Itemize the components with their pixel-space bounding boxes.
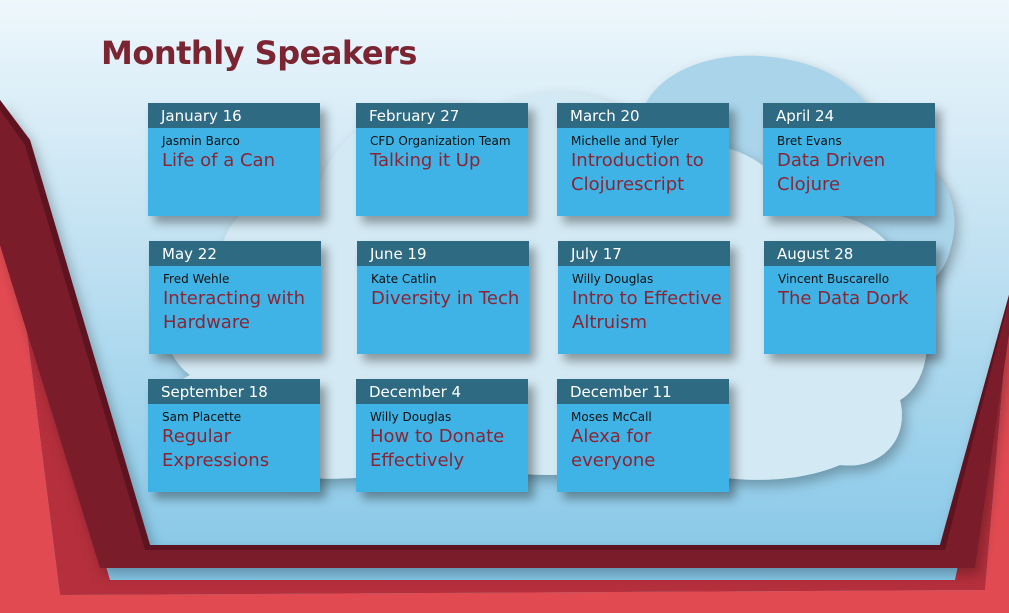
card-speaker: CFD Organization Team [370,134,511,148]
main-cloud [160,92,927,480]
card-topic: Regular Expressions [162,426,270,471]
card-date: September 18 [148,379,320,404]
card-topic: Intro to Effective Altruism [572,288,722,333]
speaker-card: January 16 Jasmin Barco Life of a Can [148,103,320,216]
card-speaker: Jasmin Barco [162,134,240,148]
card-topic: How to Donate Effectively [370,426,505,471]
card-topic: Diversity in Tech [371,288,520,309]
page-title: Monthly Speakers [101,34,417,72]
card-date: May 22 [149,241,321,266]
card-date: January 16 [148,103,320,128]
speaker-card: April 24 Bret Evans Data Driven Clojure [763,103,935,216]
speaker-card: May 22 Fred Wehle Interacting with Hardw… [149,241,321,354]
speaker-card: February 27 CFD Organization Team Talkin… [356,103,528,216]
card-topic: Interacting with Hardware [163,288,305,333]
card-date: June 19 [357,241,529,266]
speaker-card: December 11 Moses McCall Alexa for every… [557,379,729,492]
card-topic: The Data Dork [778,288,909,309]
card-speaker: Bret Evans [777,134,842,148]
card-speaker: Sam Placette [162,410,242,424]
card-date: February 27 [356,103,528,128]
card-date: April 24 [763,103,935,128]
speaker-card: September 18 Sam Placette Regular Expres… [148,379,320,492]
speaker-card: June 19 Kate Catlin Diversity in Tech [357,241,529,354]
card-date: December 4 [356,379,528,404]
speaker-card: December 4 Willy Douglas How to Donate E… [356,379,528,492]
card-speaker: Moses McCall [571,410,652,424]
card-speaker: Vincent Buscarello [778,272,890,286]
card-speaker: Michelle and Tyler [571,134,679,148]
card-date: March 20 [557,103,729,128]
card-speaker: Willy Douglas [572,272,654,286]
card-speaker: Kate Catlin [371,272,437,286]
card-date: July 17 [558,241,730,266]
card-topic: Talking it Up [370,150,481,171]
card-date: August 28 [764,241,936,266]
card-topic: Life of a Can [162,150,275,171]
card-topic: Introduction to Clojurescript [571,150,704,195]
card-topic: Alexa for everyone [571,426,656,471]
card-topic: Data Driven Clojure [777,150,886,195]
speaker-card: March 20 Michelle and Tyler Introduction… [557,103,729,216]
card-date: December 11 [557,379,729,404]
card-speaker: Willy Douglas [370,410,452,424]
speaker-card: August 28 Vincent Buscarello The Data Do… [764,241,936,354]
speaker-card: July 17 Willy Douglas Intro to Effective… [558,241,730,354]
frame-inner [0,100,1009,568]
card-speaker: Fred Wehle [163,272,230,286]
